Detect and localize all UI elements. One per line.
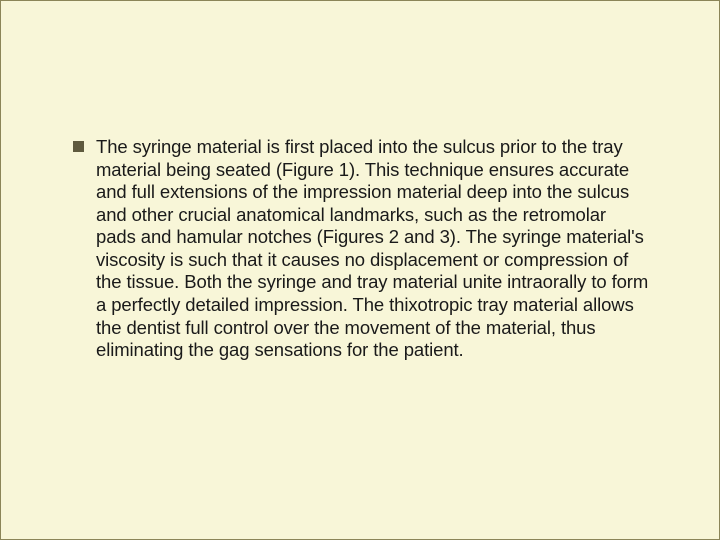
- square-bullet-icon: [73, 141, 84, 152]
- bullet-item: The syringe material is first placed int…: [73, 136, 649, 362]
- slide-container: The syringe material is first placed int…: [0, 0, 720, 540]
- bullet-text: The syringe material is first placed int…: [96, 136, 649, 362]
